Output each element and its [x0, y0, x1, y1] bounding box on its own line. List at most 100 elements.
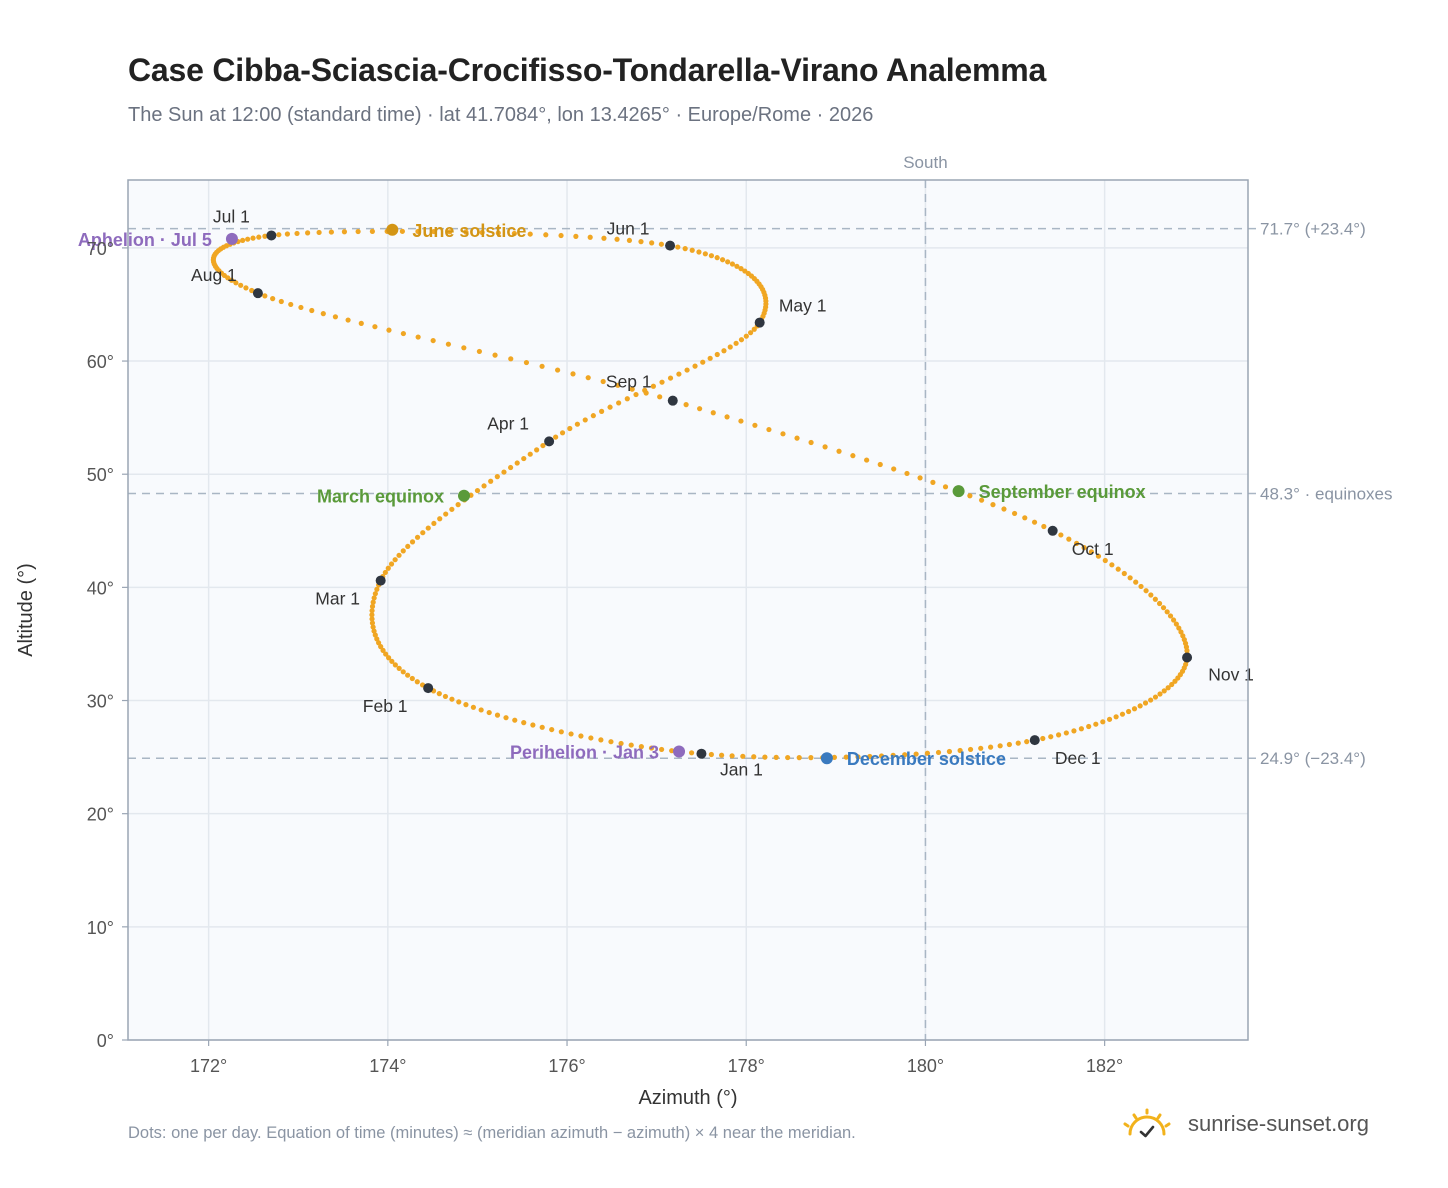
- daily-sun-point: [478, 707, 484, 713]
- daily-sun-point: [240, 237, 246, 243]
- south-label: South: [903, 153, 947, 172]
- daily-sun-point: [374, 586, 380, 592]
- daily-sun-point: [1142, 700, 1149, 706]
- daily-sun-point: [392, 662, 398, 668]
- y-tick-label: 50°: [87, 465, 114, 485]
- daily-sun-point: [420, 530, 426, 536]
- event-marker-label: June solstice: [412, 221, 526, 241]
- daily-sun-point: [396, 665, 402, 671]
- month-marker-label: Nov 1: [1208, 665, 1254, 685]
- daily-sun-point: [785, 754, 791, 761]
- month-marker-label: Sep 1: [606, 372, 652, 392]
- daily-sun-point: [256, 234, 262, 240]
- daily-sun-point: [667, 375, 674, 381]
- daily-sun-point: [659, 746, 665, 753]
- daily-sun-point: [1048, 734, 1054, 740]
- daily-sun-point: [372, 632, 378, 638]
- month-marker-label: Feb 1: [363, 696, 408, 716]
- daily-sun-point: [245, 236, 251, 242]
- daily-sun-point: [616, 400, 622, 406]
- daily-sun-point: [1015, 740, 1021, 746]
- daily-sun-point: [371, 628, 377, 634]
- daily-sun-point: [587, 234, 593, 240]
- daily-sun-point: [399, 228, 405, 234]
- event-marker-dot: [386, 223, 399, 236]
- event-marker-label: Aphelion · Jul 5: [78, 230, 212, 250]
- event-markers: June solstice December solstice March equi…: [78, 221, 1146, 769]
- daily-sun-point: [727, 344, 733, 350]
- daily-sun-point: [648, 745, 655, 751]
- daily-sun-point: [608, 739, 614, 745]
- daily-sun-point: [696, 249, 702, 255]
- daily-sun-point: [559, 430, 566, 436]
- daily-sun-point: [796, 755, 802, 761]
- daily-sun-point: [850, 453, 856, 459]
- daily-sun-point: [294, 230, 300, 237]
- reference-line-label: 71.7° (+23.4°): [1260, 220, 1366, 239]
- month-marker-dot: [266, 230, 277, 241]
- daily-sun-point: [414, 534, 421, 540]
- daily-sun-point: [946, 748, 953, 755]
- daily-sun-point: [305, 230, 311, 236]
- daily-sun-point: [682, 246, 688, 252]
- y-tick-label: 30°: [87, 692, 114, 712]
- daily-sun-point: [650, 383, 657, 389]
- daily-sun-point: [1164, 609, 1170, 615]
- daily-sun-point: [629, 386, 635, 392]
- daily-sun-point: [1148, 592, 1154, 598]
- daily-sun-point: [461, 345, 467, 351]
- daily-sun-point: [692, 363, 698, 369]
- daily-sun-point: [270, 296, 276, 302]
- daily-sun-point: [431, 520, 437, 527]
- daily-sun-point: [822, 444, 828, 450]
- daily-sun-point: [555, 367, 561, 373]
- brand-logo[interactable]: sunrise-sunset.org: [1120, 1104, 1369, 1144]
- daily-sun-point: [233, 280, 239, 286]
- daily-sun-point: [278, 298, 284, 305]
- reference-line-label: 48.3° · equinoxes: [1260, 484, 1393, 503]
- daily-sun-point: [1127, 575, 1133, 581]
- daily-sun-point: [1095, 553, 1102, 559]
- daily-sun-point: [508, 464, 514, 471]
- daily-sun-point: [332, 314, 339, 320]
- daily-sun-point: [573, 233, 579, 239]
- daily-sun-point: [689, 750, 695, 756]
- daily-sun-point: [512, 717, 518, 723]
- daily-sun-point: [369, 612, 375, 618]
- daily-sun-point: [836, 448, 842, 454]
- daily-sun-point: [284, 231, 290, 237]
- daily-sun-point: [436, 691, 442, 697]
- daily-sun-point: [369, 620, 376, 626]
- daily-sun-point: [708, 253, 715, 259]
- daily-sun-point: [957, 747, 963, 754]
- daily-sun-point: [917, 475, 923, 481]
- daily-sun-point: [376, 640, 382, 646]
- daily-sun-point: [702, 251, 708, 257]
- daily-sun-point: [733, 340, 739, 346]
- chart-title: Case Cibba-Sciascia-Crocifisso-Tondarell…: [128, 52, 1047, 88]
- daily-sun-point: [262, 233, 268, 239]
- month-marker-dot: [1047, 525, 1058, 536]
- daily-sun-point: [1102, 557, 1108, 564]
- daily-sun-point: [878, 753, 885, 759]
- daily-sun-point: [372, 324, 378, 330]
- daily-sun-point: [891, 466, 897, 472]
- daily-sun-point: [494, 712, 501, 718]
- daily-sun-point: [738, 337, 745, 343]
- daily-sun-point: [590, 413, 596, 419]
- reference-lines: 71.7° (+23.4°) 48.3° · equinoxes 24.9° (−2…: [128, 220, 1393, 768]
- daily-sun-point: [225, 275, 231, 281]
- month-marker-label: Jan 1: [720, 760, 763, 780]
- y-tick-label: 10°: [87, 918, 114, 938]
- daily-sun-point: [320, 311, 326, 317]
- daily-sun-point: [978, 497, 985, 503]
- daily-sun-point: [1165, 685, 1171, 691]
- x-axis-ticks: 172° 174° 176° 178° 180° 182°: [190, 1040, 1123, 1076]
- daily-sun-point: [1152, 596, 1158, 602]
- daily-sun-point: [585, 375, 591, 381]
- month-marker-dot: [423, 683, 434, 694]
- daily-sun-point: [708, 751, 714, 758]
- daily-sun-point: [372, 591, 378, 597]
- daily-sun-point: [1078, 726, 1084, 732]
- daily-sun-point: [1001, 506, 1007, 512]
